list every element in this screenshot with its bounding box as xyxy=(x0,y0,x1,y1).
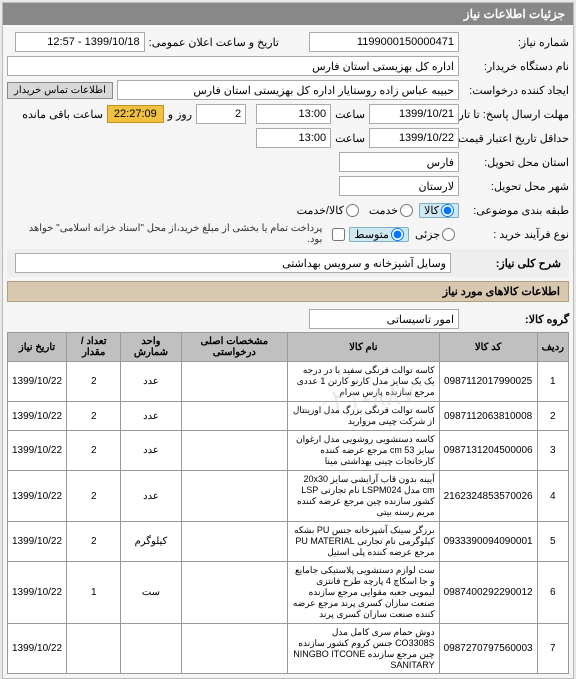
buyer-org-field: اداره کل بهزیستی استان فارس xyxy=(7,56,459,76)
validity-hour-field: 13:00 xyxy=(256,128,331,148)
process-label: نوع فرآیند خرید : xyxy=(459,228,569,241)
contact-buyer-button[interactable]: اطلاعات تماس خریدار xyxy=(7,82,113,99)
validity-label: حداقل تاریخ اعتبار قیمت: تا تاریخ: xyxy=(459,132,569,145)
category-radio-group: کالا خدمت کالا/خدمت xyxy=(293,203,459,218)
deliver-prov-field: فارس xyxy=(339,152,459,172)
request-no-label: شماره نیاز: xyxy=(459,36,569,49)
remain-days-field: 2 xyxy=(196,104,246,124)
desc-field: وسایل آشپزخانه و سرویس بهداشتی xyxy=(15,253,451,273)
pub-date-label: تاریخ و ساعت اعلان عمومی: xyxy=(149,36,279,49)
group-label: گروه کالا: xyxy=(459,313,569,326)
table-row: 60987400292290012ست لوازم دستشویی پلاستی… xyxy=(8,562,569,624)
deliver-city-label: شهر محل تحویل: xyxy=(459,180,569,193)
proc-mid-radio[interactable]: متوسط xyxy=(349,227,409,242)
proc-low-radio[interactable]: جزئی xyxy=(411,228,459,241)
table-header: کد کالا xyxy=(439,333,537,362)
panel-title: جزئیات اطلاعات نیاز xyxy=(3,3,573,25)
table-row: 10987112017990025کاسه توالت فرنگی سفید ب… xyxy=(8,362,569,402)
items-table: ردیفکد کالانام کالامشخصات اصلی درخواستیو… xyxy=(7,332,569,674)
items-section-title: اطلاعات کالاهای مورد نیاز xyxy=(7,281,569,302)
treasury-checkbox[interactable]: پرداخت تمام یا بخشی از مبلغ خرید،از محل … xyxy=(11,223,345,245)
remain-label: ساعت باقی مانده xyxy=(22,108,103,121)
deadline-hour-field: 13:00 xyxy=(256,104,331,124)
deadline-label: مهلت ارسال پاسخ: تا تاریخ: xyxy=(459,108,569,121)
deliver-city-field: لارستان xyxy=(339,176,459,196)
cat-label: طبقه بندی موضوعی: xyxy=(459,204,569,217)
deliver-prov-label: استان محل تحویل: xyxy=(459,156,569,169)
table-row: 30987131204500006کاسه دستشویی روشویی مدل… xyxy=(8,431,569,471)
table-header: تاریخ نیاز xyxy=(8,333,67,362)
day-label: روز و xyxy=(168,108,192,121)
hour-label-1: ساعت xyxy=(335,108,365,121)
group-field: امور تاسیساتی xyxy=(309,309,459,329)
validity-date-field: 1399/10/22 xyxy=(369,128,459,148)
request-no-field: 1199000150000471 xyxy=(309,32,459,52)
desc-label: شرح کلی نیاز: xyxy=(451,257,561,270)
table-row: 70987270797560003دوش حمام سری کامل مدل C… xyxy=(8,624,569,674)
table-row: 50933390094090001برزگر سینک آشپزخانه جنس… xyxy=(8,522,569,562)
table-header: نام کالا xyxy=(288,333,439,362)
pub-date-field: 1399/10/18 - 12:57 xyxy=(15,32,145,52)
hour-label-2: ساعت xyxy=(335,132,365,145)
process-radio-group: جزئی متوسط xyxy=(349,227,459,242)
cat-combo-radio[interactable]: کالا/خدمت xyxy=(293,204,363,217)
buyer-org-label: نام دستگاه خریدار: xyxy=(459,60,569,73)
deadline-date-field: 1399/10/21 xyxy=(369,104,459,124)
cat-service-radio[interactable]: خدمت xyxy=(365,204,417,217)
creator-field: حبیبه عباس زاده روستایار اداره کل بهزیست… xyxy=(117,80,459,100)
table-header: مشخصات اصلی درخواستی xyxy=(181,333,288,362)
table-header: ردیف xyxy=(537,333,568,362)
cat-goods-radio[interactable]: کالا xyxy=(419,203,459,218)
table-row: 42162324853570026آیینه بدون قاب آرایشی س… xyxy=(8,471,569,522)
table-row: 20987112063810008کاسه توالت فرنگی بزرگ م… xyxy=(8,402,569,431)
table-header: واحد شمارش xyxy=(121,333,181,362)
creator-label: ایجاد کننده درخواست: xyxy=(459,84,569,97)
remain-time-field: 22:27:09 xyxy=(107,105,164,123)
table-header: تعداد / مقدار xyxy=(67,333,121,362)
